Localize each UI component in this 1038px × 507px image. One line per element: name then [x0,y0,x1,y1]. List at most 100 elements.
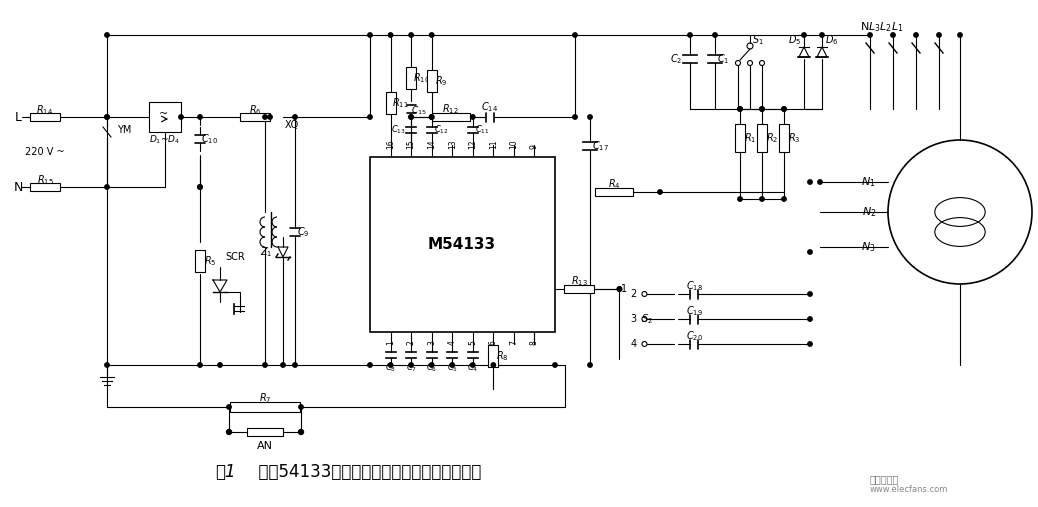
Text: 2: 2 [630,289,636,299]
Circle shape [218,363,222,367]
Bar [778,124,789,152]
Circle shape [738,197,742,201]
Bar [406,67,416,89]
Text: $C_4$: $C_4$ [467,362,479,375]
Bar [370,157,555,332]
Text: 7: 7 [510,340,518,345]
Circle shape [868,33,872,37]
Text: 3: 3 [428,340,436,345]
Bar [30,113,60,121]
Circle shape [263,115,267,119]
Text: 4: 4 [630,339,636,349]
Circle shape [913,33,919,37]
Text: 15: 15 [407,139,415,149]
Circle shape [808,180,812,184]
Circle shape [198,185,202,189]
Text: 4: 4 [447,340,457,345]
Text: $C_6$: $C_6$ [426,362,437,375]
Text: $C_{20}$: $C_{20}$ [686,329,703,343]
Circle shape [470,115,475,119]
Circle shape [293,363,297,367]
Text: $R_7$: $R_7$ [258,391,271,405]
Text: $C_9$: $C_9$ [297,225,309,239]
Circle shape [618,287,622,291]
Text: $R_1$: $R_1$ [744,131,757,145]
Circle shape [618,287,622,291]
Circle shape [782,107,786,111]
Text: ~: ~ [159,109,167,119]
Text: 10: 10 [510,139,518,149]
Text: 图1: 图1 [215,463,236,481]
Text: $R_6$: $R_6$ [249,103,262,117]
Bar [427,70,437,92]
Text: $R_9$: $R_9$ [435,74,448,88]
Circle shape [573,115,577,119]
Text: $R_4$: $R_4$ [607,177,621,191]
Circle shape [263,363,267,367]
Circle shape [491,363,495,367]
Circle shape [198,363,202,367]
Text: $R_{14}$: $R_{14}$ [36,103,54,117]
Circle shape [738,107,742,111]
Bar [240,113,270,121]
Circle shape [198,185,202,189]
Circle shape [760,107,764,111]
Circle shape [388,33,392,37]
Text: $C_{10}$: $C_{10}$ [201,132,219,146]
Text: $R_{10}$: $R_{10}$ [413,71,430,85]
Text: 8: 8 [530,340,539,345]
Circle shape [818,180,822,184]
Text: $C_2$: $C_2$ [670,52,682,66]
Text: $R_5$: $R_5$ [203,254,216,268]
Circle shape [738,107,742,111]
Circle shape [782,197,786,201]
Circle shape [409,363,413,367]
Text: SCR: SCR [225,252,245,262]
Text: L: L [15,111,22,124]
Text: $C_5$: $C_5$ [446,362,458,375]
Circle shape [658,190,662,194]
Text: $R_{13}$: $R_{13}$ [571,274,588,288]
Text: $C_{19}$: $C_{19}$ [686,304,703,318]
Text: $R_3$: $R_3$ [788,131,800,145]
Circle shape [409,115,413,119]
Circle shape [713,33,717,37]
Circle shape [430,363,434,367]
Circle shape [891,33,895,37]
Circle shape [281,363,285,367]
Text: $C_1$: $C_1$ [717,52,730,66]
Text: $C_{14}$: $C_{14}$ [481,100,498,114]
Circle shape [409,115,413,119]
Text: 1: 1 [386,340,395,345]
Circle shape [367,115,373,119]
Text: M54133: M54133 [428,237,496,252]
Circle shape [105,115,109,119]
Circle shape [179,115,183,119]
Circle shape [958,33,962,37]
Circle shape [553,363,557,367]
Bar [432,113,469,121]
Text: $N_2$: $N_2$ [862,205,876,219]
Circle shape [226,429,231,434]
Text: 12: 12 [468,139,477,149]
Text: $C_{11}$: $C_{11}$ [474,124,490,136]
Circle shape [808,250,812,254]
Text: YM: YM [117,125,132,135]
Circle shape [760,197,764,201]
Text: $R_{11}$: $R_{11}$ [392,96,409,110]
Bar [595,188,633,196]
Circle shape [573,33,577,37]
Text: 14: 14 [428,139,436,149]
Circle shape [588,115,593,119]
Text: $R_8$: $R_8$ [496,349,509,363]
Circle shape [367,33,373,37]
Text: $S_2$: $S_2$ [641,312,653,326]
Text: 5: 5 [468,340,477,345]
Text: $N_1$: $N_1$ [862,175,876,189]
Circle shape [105,33,109,37]
Text: $C_{12}$: $C_{12}$ [434,124,448,136]
Text: 电子发烧友: 电子发烧友 [870,474,899,484]
Text: 6: 6 [489,340,498,345]
Circle shape [760,107,764,111]
Circle shape [268,115,272,119]
